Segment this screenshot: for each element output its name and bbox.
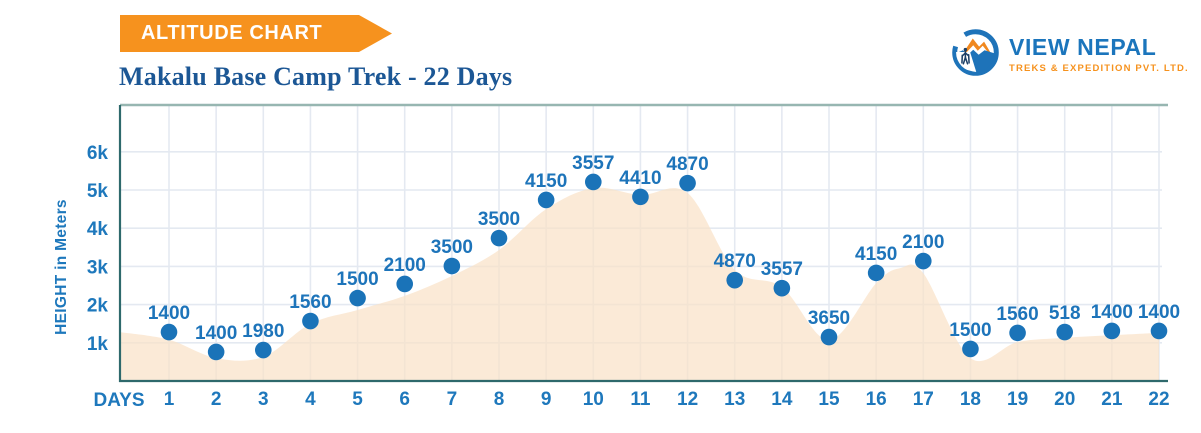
x-tick-day-12: 12 (677, 389, 698, 410)
data-point-day-17 (914, 252, 932, 270)
data-point-day-9 (537, 191, 555, 209)
data-point-day-13 (726, 271, 744, 289)
page-title: Makalu Base Camp Trek - 22 Days (119, 62, 513, 91)
data-point-day-2 (207, 343, 225, 361)
data-label-day-11: 4410 (619, 168, 661, 189)
brand-logo: VIEW NEPAL TREKS & EXPEDITION PVT. LTD. (952, 29, 1189, 76)
data-label-day-7: 3500 (431, 237, 473, 258)
brand-name: VIEW NEPAL (1009, 34, 1157, 60)
altitude-data-points (160, 173, 1168, 361)
x-tick-day-6: 6 (399, 389, 410, 410)
data-label-day-16: 4150 (855, 244, 897, 265)
x-tick-day-2: 2 (211, 389, 222, 410)
data-point-day-21 (1103, 322, 1121, 340)
data-label-day-9: 4150 (525, 171, 567, 192)
data-label-day-21: 1400 (1091, 302, 1133, 323)
data-label-day-15: 3650 (808, 308, 850, 329)
chart-axes (118, 103, 1168, 383)
data-point-day-15 (820, 328, 838, 346)
y-axis-title: HEIGHT in Meters (53, 199, 70, 335)
altitude-area-fill (120, 187, 1160, 381)
x-tick-day-8: 8 (494, 389, 505, 410)
x-tick-day-10: 10 (583, 389, 604, 410)
x-tick-day-7: 7 (447, 389, 458, 410)
data-point-day-14 (773, 279, 791, 297)
data-label-day-12: 4870 (666, 154, 708, 175)
data-label-day-20: 518 (1049, 303, 1081, 324)
mountain-hiker-logo-icon (952, 29, 999, 76)
data-label-day-5: 1500 (336, 269, 378, 290)
x-tick-day-11: 11 (630, 389, 651, 410)
data-label-day-22: 1400 (1138, 302, 1180, 323)
data-point-day-20 (1056, 323, 1074, 341)
data-label-day-13: 4870 (714, 251, 756, 272)
x-tick-day-22: 22 (1148, 389, 1169, 410)
badge-label: ALTITUDE CHART (141, 22, 323, 44)
data-label-day-6: 2100 (384, 255, 426, 276)
data-label-day-4: 1560 (289, 292, 331, 313)
y-tick-4k: 4k (87, 219, 109, 240)
y-tick-5k: 5k (87, 181, 109, 202)
x-tick-day-5: 5 (352, 389, 363, 410)
data-label-day-3: 1980 (242, 321, 284, 342)
data-label-day-10: 3557 (572, 153, 614, 174)
data-point-day-8 (490, 229, 508, 247)
data-label-day-2: 1400 (195, 323, 237, 344)
data-point-day-18 (962, 340, 979, 358)
x-tick-day-20: 20 (1054, 389, 1075, 410)
x-tick-day-15: 15 (818, 389, 840, 410)
x-tick-day-1: 1 (164, 389, 175, 410)
data-point-day-11 (632, 188, 649, 206)
altitude-chart-badge: ALTITUDE CHART (120, 15, 392, 52)
x-tick-day-21: 21 (1101, 389, 1123, 410)
x-tick-day-13: 13 (724, 389, 745, 410)
data-point-day-10 (584, 173, 602, 191)
brand-tagline: TREKS & EXPEDITION PVT. LTD. (1009, 63, 1189, 74)
x-tick-day-4: 4 (305, 389, 316, 410)
data-label-day-8: 3500 (478, 209, 520, 230)
x-tick-day-19: 19 (1007, 389, 1028, 410)
data-label-day-17: 2100 (902, 232, 944, 253)
brand-text: VIEW NEPAL TREKS & EXPEDITION PVT. LTD. (1009, 29, 1189, 75)
data-label-day-1: 1400 (148, 303, 190, 324)
data-point-day-16 (867, 264, 885, 282)
data-label-day-19: 1560 (996, 304, 1038, 325)
x-tick-day-18: 18 (960, 389, 981, 410)
y-tick-1k: 1k (87, 334, 109, 355)
data-point-day-1 (160, 323, 178, 341)
x-tick-day-17: 17 (913, 389, 934, 410)
trek-altitude-area (120, 187, 1160, 381)
y-tick-6k: 6k (87, 143, 109, 164)
y-tick-3k: 3k (87, 257, 109, 278)
x-axis-title: DAYS (93, 390, 145, 411)
data-point-day-19 (1009, 324, 1026, 342)
data-point-day-4 (302, 312, 319, 330)
data-point-day-3 (254, 341, 272, 359)
data-point-day-6 (396, 275, 414, 293)
data-point-day-22 (1150, 322, 1168, 340)
y-tick-2k: 2k (87, 296, 109, 317)
data-point-day-7 (443, 257, 461, 275)
data-point-day-12 (679, 174, 696, 192)
data-label-day-14: 3557 (761, 259, 803, 280)
x-tick-day-14: 14 (771, 389, 793, 410)
x-tick-day-9: 9 (541, 389, 552, 410)
data-label-day-18: 1500 (949, 320, 991, 341)
x-tick-day-3: 3 (258, 389, 269, 410)
x-tick-day-16: 16 (866, 389, 887, 410)
data-point-day-5 (349, 289, 366, 307)
